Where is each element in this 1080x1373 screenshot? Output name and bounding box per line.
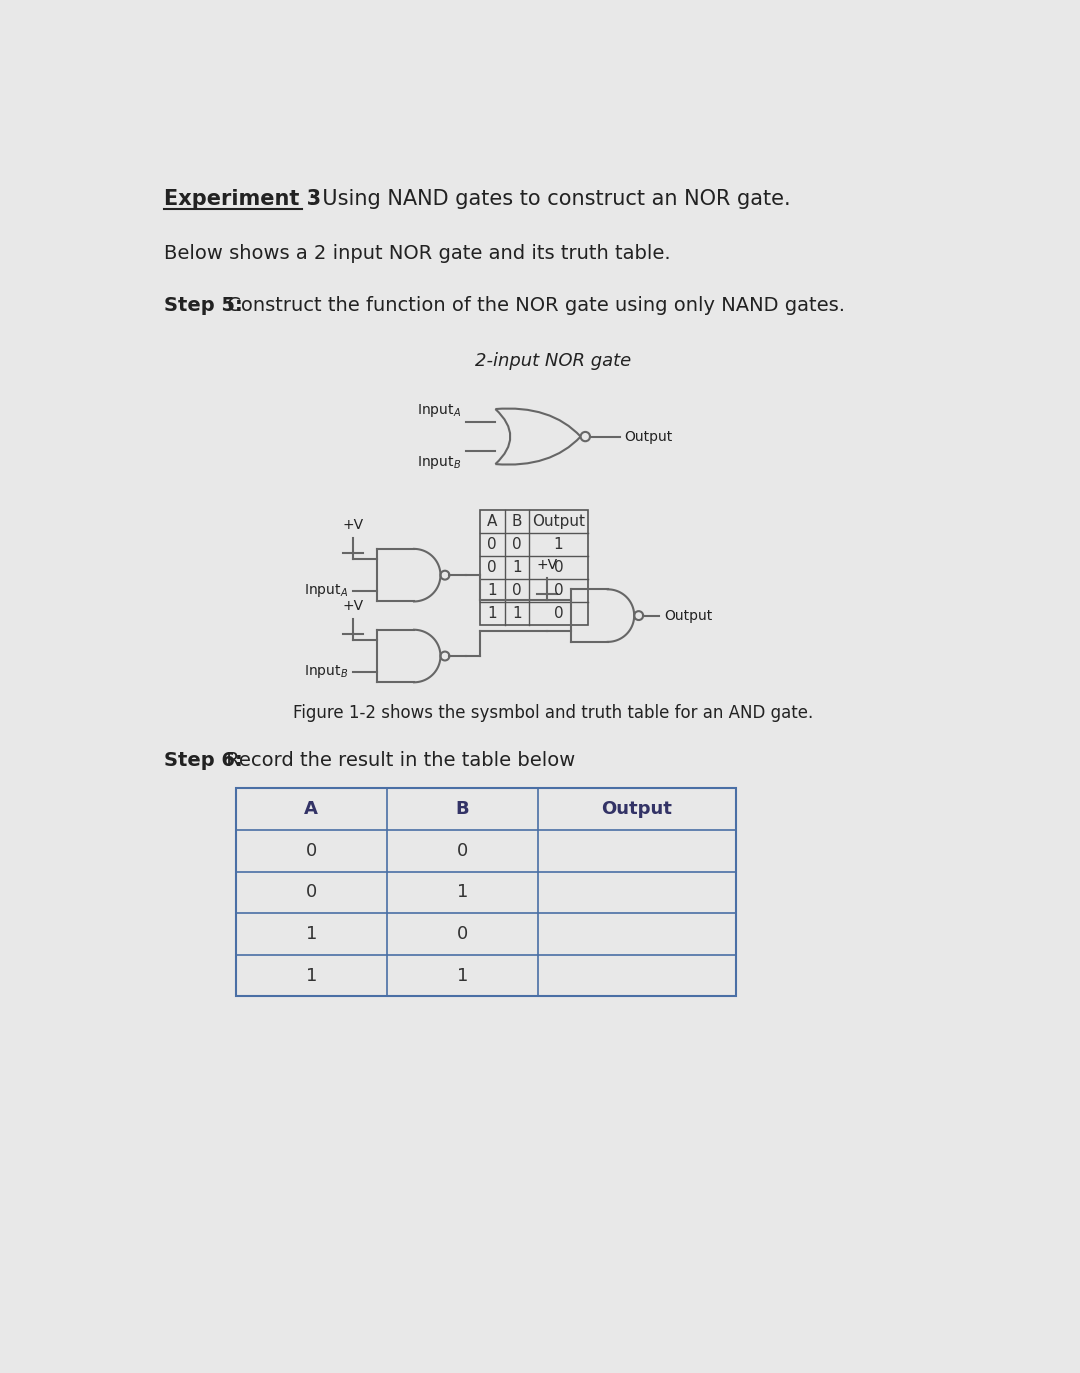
Text: Output: Output: [664, 608, 713, 622]
Text: 1: 1: [512, 560, 522, 575]
Text: 0: 0: [487, 537, 497, 552]
Text: 1: 1: [487, 605, 497, 621]
Bar: [480, 509, 588, 625]
Text: 0: 0: [487, 560, 497, 575]
Text: Experiment 3: Experiment 3: [164, 188, 322, 209]
Text: Below shows a 2 input NOR gate and its truth table.: Below shows a 2 input NOR gate and its t…: [164, 244, 671, 264]
Text: Step 6:: Step 6:: [164, 751, 243, 770]
Text: Output: Output: [602, 800, 672, 818]
Text: 1: 1: [554, 537, 564, 552]
Text: A: A: [305, 800, 319, 818]
Text: 0: 0: [306, 883, 316, 902]
Text: 1: 1: [457, 967, 468, 984]
Text: +V: +V: [342, 518, 364, 531]
Text: Input$_A$: Input$_A$: [417, 402, 461, 419]
Text: Input$_B$: Input$_B$: [417, 453, 461, 471]
Text: 1: 1: [306, 925, 318, 943]
Text: 1: 1: [487, 584, 497, 599]
Text: 0: 0: [554, 605, 564, 621]
Text: B: B: [512, 514, 523, 529]
Text: 1: 1: [457, 883, 468, 902]
Text: Input$_A$: Input$_A$: [305, 582, 349, 600]
Bar: [235, 788, 735, 997]
Text: +V: +V: [536, 557, 557, 573]
Text: 0: 0: [512, 584, 522, 599]
Text: B: B: [456, 800, 469, 818]
Text: 2-input NOR gate: 2-input NOR gate: [475, 351, 632, 369]
Text: 1: 1: [512, 605, 522, 621]
Text: 1: 1: [306, 967, 318, 984]
Text: +V: +V: [342, 599, 364, 612]
Text: 0: 0: [306, 842, 316, 859]
Text: 0: 0: [457, 842, 468, 859]
Text: 0: 0: [512, 537, 522, 552]
Text: Construct the function of the NOR gate using only NAND gates.: Construct the function of the NOR gate u…: [221, 297, 845, 316]
Text: 0: 0: [457, 925, 468, 943]
Text: Record the result in the table below: Record the result in the table below: [220, 751, 576, 770]
Text: Output: Output: [532, 514, 585, 529]
Text: Figure 1-2 shows the sysmbol and truth table for an AND gate.: Figure 1-2 shows the sysmbol and truth t…: [294, 704, 813, 722]
Text: Input$_B$: Input$_B$: [305, 663, 349, 680]
Text: A: A: [487, 514, 498, 529]
Text: Step 5:: Step 5:: [164, 297, 243, 316]
Text: 0: 0: [554, 560, 564, 575]
Text: : Using NAND gates to construct an NOR gate.: : Using NAND gates to construct an NOR g…: [302, 188, 791, 209]
Text: 0: 0: [554, 584, 564, 599]
Text: Output: Output: [624, 430, 673, 443]
